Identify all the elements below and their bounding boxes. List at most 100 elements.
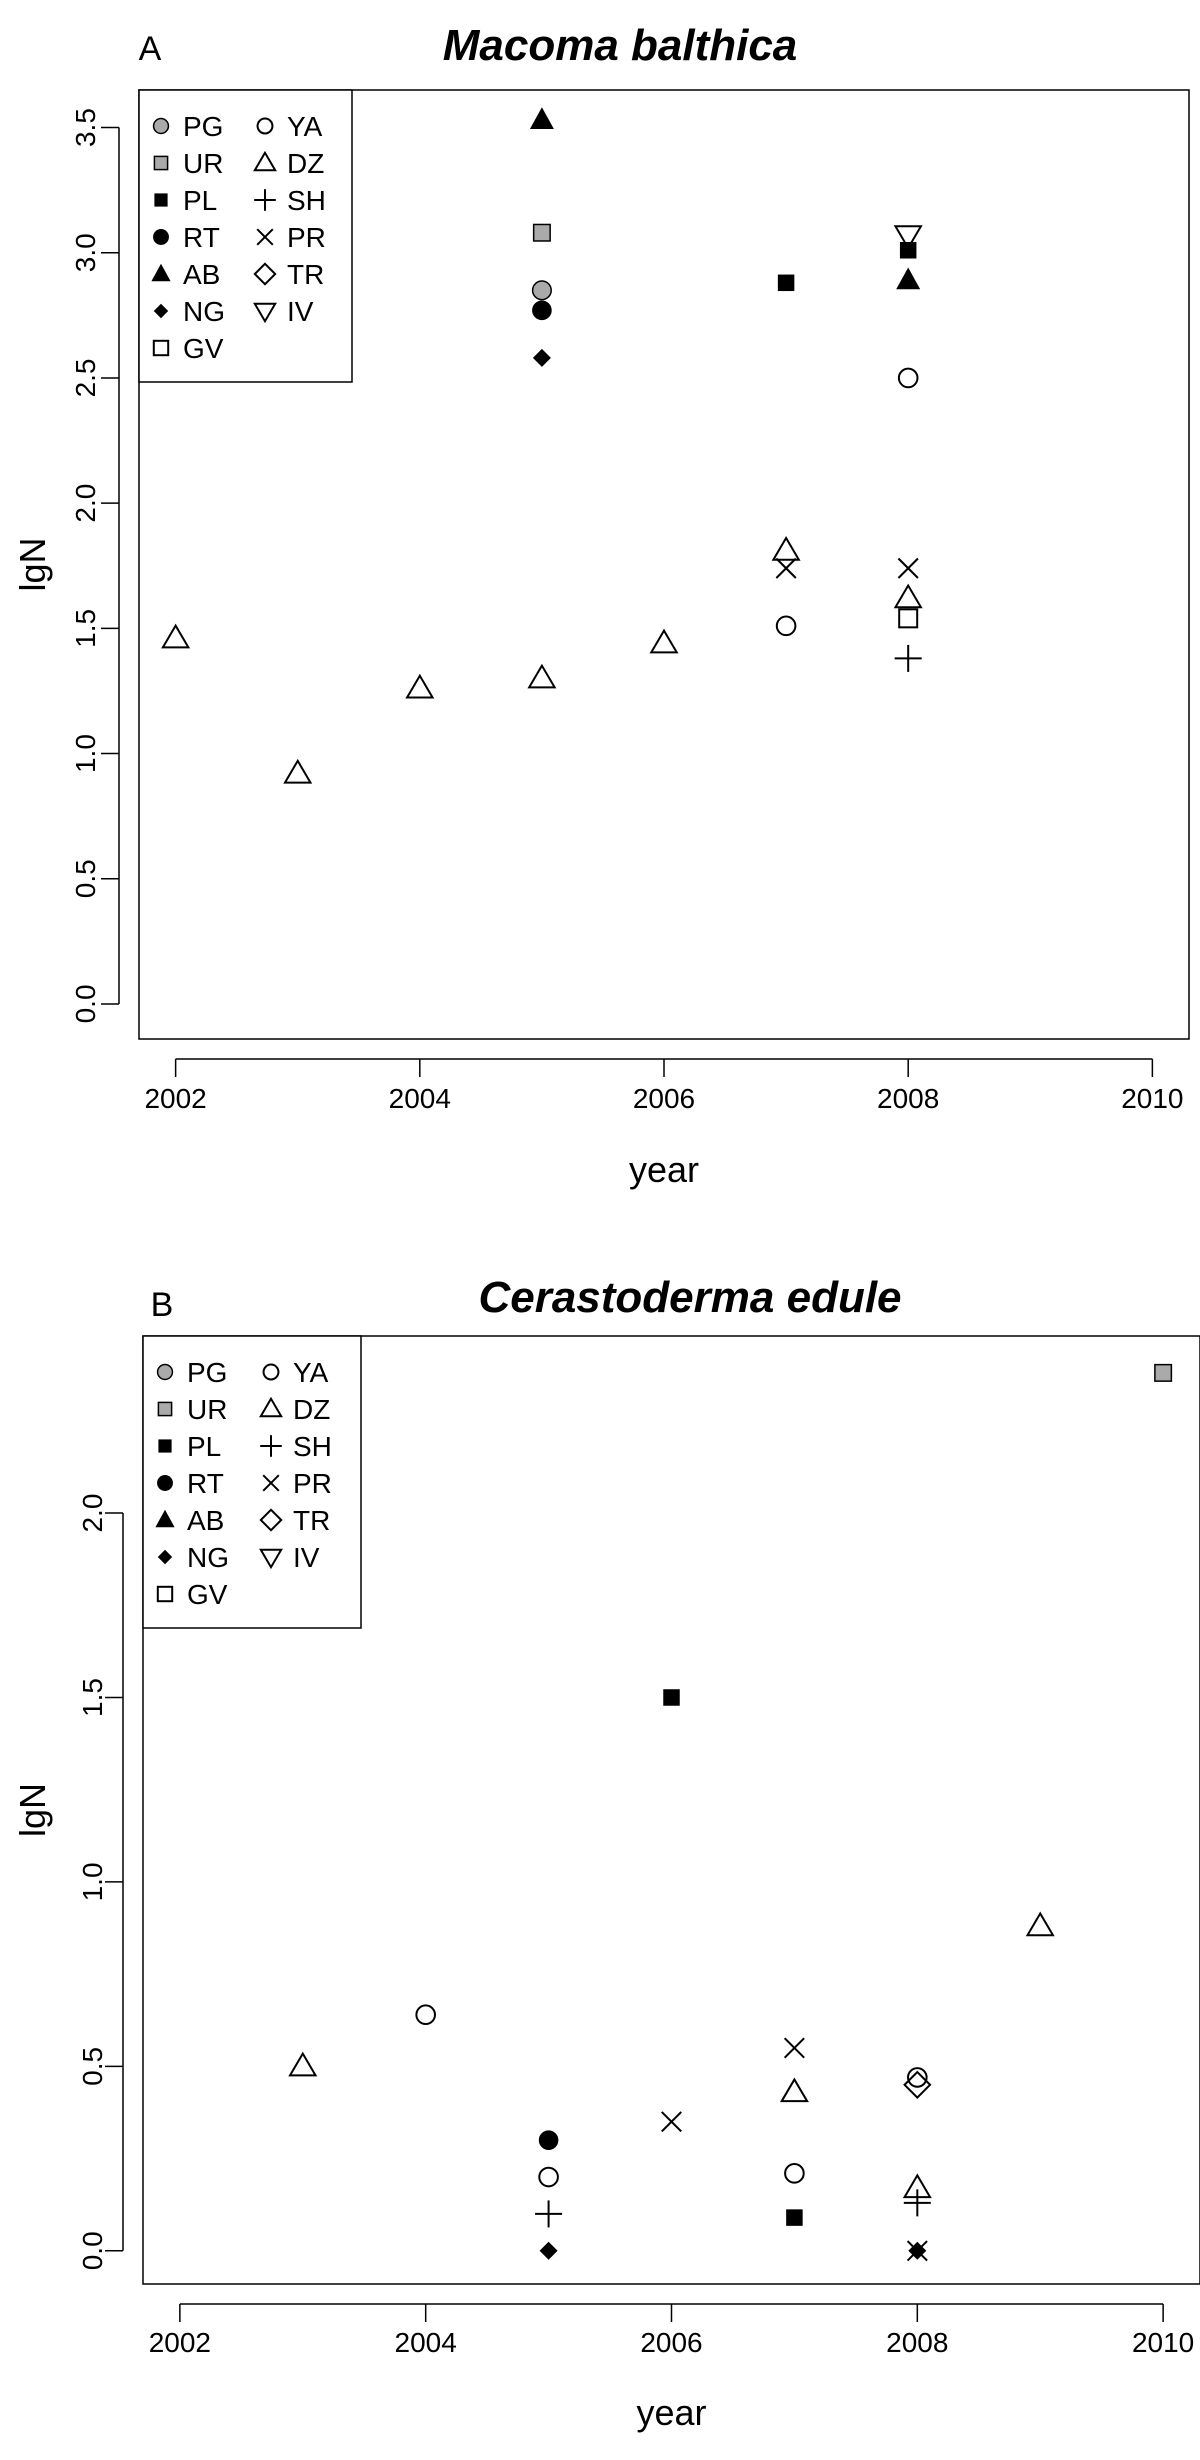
legend-label: PL bbox=[183, 185, 217, 216]
legend-label: UR bbox=[183, 148, 223, 179]
legend-marker-ur bbox=[153, 155, 169, 171]
legend-marker-dz bbox=[253, 150, 277, 172]
data-point-tr bbox=[903, 2070, 932, 2099]
legend-box bbox=[138, 89, 353, 383]
data-point-gv bbox=[898, 608, 919, 629]
data-point-dz bbox=[893, 583, 923, 609]
legend-marker-pl bbox=[154, 193, 168, 207]
legend-label: RT bbox=[187, 1468, 224, 1499]
data-point-pr bbox=[906, 2240, 928, 2262]
y-tick-label: 3.0 bbox=[70, 233, 101, 272]
data-point-rt bbox=[532, 300, 552, 321]
legend-marker-iv bbox=[259, 1548, 283, 1570]
y-tick-label: 2.5 bbox=[70, 358, 101, 397]
x-tick-label: 2010 bbox=[1132, 2327, 1194, 2358]
data-point-dz bbox=[771, 536, 801, 561]
legend-label: DZ bbox=[293, 1394, 330, 1425]
y-axis-label: lgN bbox=[12, 537, 53, 591]
legend-marker-pg bbox=[156, 1363, 174, 1381]
legend-label: TR bbox=[287, 259, 324, 290]
legend-label: AB bbox=[187, 1505, 224, 1536]
legend-label: YA bbox=[287, 111, 323, 142]
x-tick-label: 2002 bbox=[144, 1083, 206, 1114]
data-point-pg bbox=[531, 280, 552, 301]
x-tick-label: 2006 bbox=[640, 2327, 702, 2358]
data-point-dz bbox=[288, 2051, 318, 2077]
data-point-ya bbox=[538, 2166, 559, 2188]
data-point-pl bbox=[663, 1689, 680, 1706]
data-point-ur bbox=[1154, 1363, 1173, 1382]
panel-b: B Cerastoderma edule 2002 2004 2006 2008 2010 y… bbox=[12, 1273, 1200, 2433]
legend-label: UR bbox=[187, 1394, 227, 1425]
legend-marker-ya bbox=[262, 1363, 280, 1381]
y-tick-label: 1.0 bbox=[77, 1862, 108, 1901]
legend-marker-dz bbox=[259, 1396, 283, 1418]
legend-box bbox=[142, 1335, 362, 1629]
data-point-dz bbox=[405, 673, 435, 699]
data-points bbox=[161, 107, 923, 784]
data-point-pl bbox=[786, 2209, 803, 2226]
legend-label: PG bbox=[183, 111, 223, 142]
data-point-ng bbox=[532, 348, 551, 367]
data-point-pr bbox=[775, 557, 797, 579]
y-tick-label: 1.0 bbox=[70, 734, 101, 773]
y-tick-label: 0.5 bbox=[77, 2047, 108, 2086]
plot-frame bbox=[138, 89, 1190, 1040]
y-tick-label: 2.0 bbox=[70, 484, 101, 523]
x-tick-label: 2008 bbox=[886, 2327, 948, 2358]
legend-label: YA bbox=[293, 1357, 329, 1388]
data-point-sh bbox=[903, 2189, 931, 2217]
legend-label: TR bbox=[293, 1505, 330, 1536]
legend-marker-rt bbox=[157, 1475, 173, 1491]
data-point-ya bbox=[415, 2004, 436, 2026]
y-tick-label: 1.5 bbox=[70, 609, 101, 648]
data-point-pr bbox=[783, 2037, 805, 2059]
data-point-dz bbox=[779, 2077, 809, 2103]
data-point-ya bbox=[775, 615, 797, 637]
legend: PG UR PL RT AB NG GV YA DZ SH PR TR IV bbox=[142, 1335, 362, 1629]
data-point-ab bbox=[896, 267, 921, 290]
legend-label: PG bbox=[187, 1357, 227, 1388]
data-point-dz bbox=[1025, 1911, 1055, 1937]
legend-label: AB bbox=[183, 259, 220, 290]
data-point-pr bbox=[897, 557, 919, 579]
data-point-ng bbox=[539, 2241, 558, 2260]
data-point-rt bbox=[538, 2130, 559, 2150]
chart-title: Cerastoderma edule bbox=[478, 1273, 901, 1322]
legend-label: NG bbox=[183, 296, 225, 327]
legend-label: IV bbox=[287, 296, 314, 327]
data-point-dz bbox=[527, 663, 557, 689]
data-points bbox=[288, 1363, 1173, 2262]
panel-label: A bbox=[139, 30, 162, 68]
legend-marker-pg bbox=[152, 117, 170, 135]
plot-frame bbox=[142, 1335, 1200, 2285]
panel-label: B bbox=[151, 1286, 174, 1324]
x-tick-label: 2008 bbox=[877, 1083, 939, 1114]
legend-label: IV bbox=[293, 1542, 320, 1573]
data-point-dz bbox=[161, 623, 191, 649]
x-tick-label: 2002 bbox=[149, 2327, 211, 2358]
y-tick-label: 3.5 bbox=[70, 108, 101, 147]
legend: PG UR PL RT AB NG GV YA DZ SH PR TR IV bbox=[138, 89, 353, 383]
legend-marker-ng bbox=[153, 303, 169, 319]
chart-title: Macoma balthica bbox=[443, 21, 798, 70]
legend-marker-sh bbox=[254, 189, 276, 211]
legend-marker-sh bbox=[260, 1435, 282, 1457]
panel-a: A Macoma balthica 2002 2004 2006 2008 2010 year… bbox=[12, 21, 1190, 1190]
y-tick-label: 2.0 bbox=[77, 1494, 108, 1533]
legend-label: PR bbox=[293, 1468, 332, 1499]
data-point-pl bbox=[777, 274, 795, 292]
legend-marker-rt bbox=[153, 229, 169, 245]
y-axis-label: lgN bbox=[12, 1783, 53, 1837]
legend-label: SH bbox=[287, 185, 326, 216]
x-axis-label: year bbox=[636, 2392, 706, 2433]
data-point-sh bbox=[894, 644, 922, 672]
y-tick-label: 0.0 bbox=[77, 2231, 108, 2270]
data-point-ya bbox=[784, 2163, 805, 2184]
legend-marker-pr bbox=[262, 1474, 280, 1492]
legend-marker-pl bbox=[158, 1439, 172, 1453]
legend-label: RT bbox=[183, 222, 220, 253]
data-point-sh bbox=[535, 2200, 563, 2228]
legend-label: GV bbox=[187, 1579, 228, 1610]
